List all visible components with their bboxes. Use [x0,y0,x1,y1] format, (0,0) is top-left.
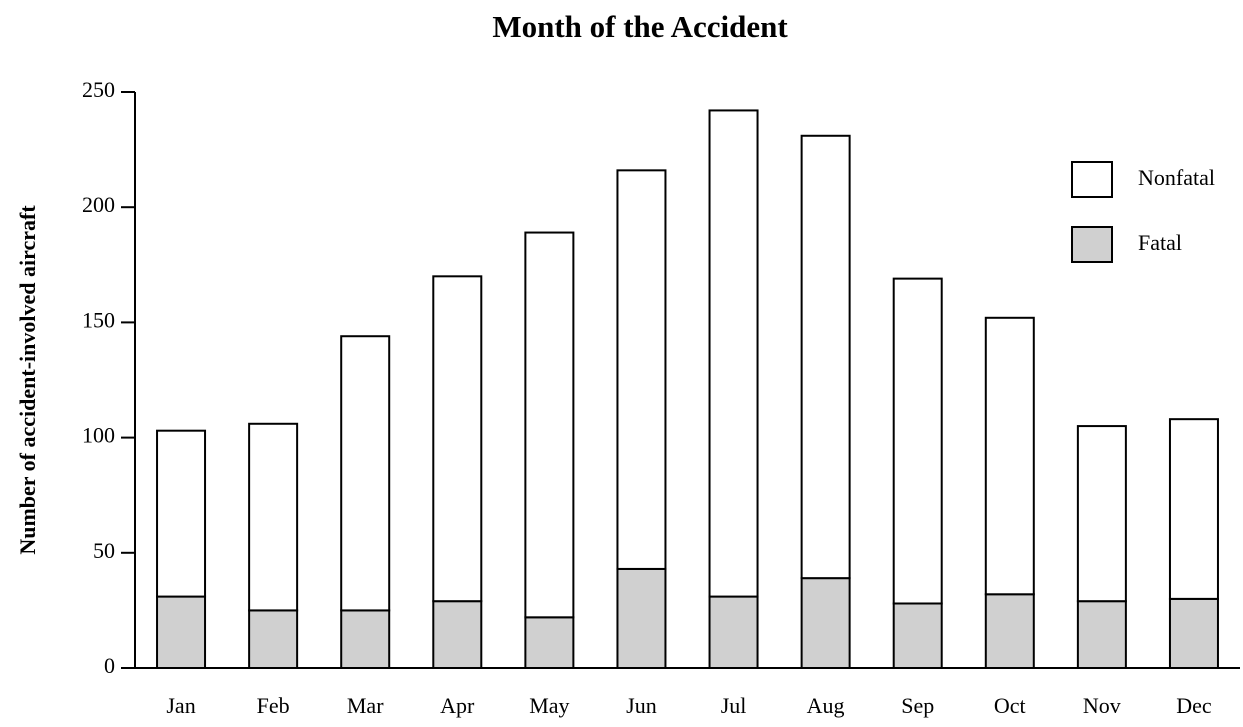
y-axis-label: Number of accident-involved aircraft [15,205,40,555]
bar-segment [708,109,759,598]
x-tick-label: Dec [1176,693,1212,718]
x-tick-label: Oct [994,693,1026,718]
bar-segment [800,134,851,580]
legend-label: Fatal [1138,230,1182,255]
x-tick-label: Apr [440,693,475,718]
legend-label: Nonfatal [1138,165,1215,190]
y-tick-label: 150 [82,307,115,332]
bar-segment [1076,425,1127,603]
x-tick-label: Aug [807,693,845,718]
x-tick-label: May [529,693,569,718]
y-tick-label: 100 [82,423,115,448]
bar-segment [248,609,299,670]
x-tick-label: Jun [626,693,657,718]
bar-segment [1076,600,1127,670]
chart-title: Month of the Accident [492,9,788,44]
bar-segment [1168,597,1219,670]
bar-segment [248,422,299,612]
x-tick-label: Sep [901,693,934,718]
bar-segment [340,609,391,670]
x-tick-label: Jan [166,693,195,718]
x-tick-label: Feb [257,693,290,718]
bar-segment [432,600,483,670]
y-tick-label: 250 [82,77,115,102]
y-tick-label: 0 [104,653,115,678]
bar-segment [340,335,391,612]
x-tick-label: Mar [347,693,384,718]
bar-segment [524,231,575,619]
x-tick-label: Nov [1083,693,1121,718]
legend-swatch [1071,226,1113,263]
legend-swatch [1071,161,1113,198]
bar-segment [892,277,943,605]
bar-segment [708,595,759,669]
bar-segment [432,275,483,603]
y-tick-label: 200 [82,192,115,217]
bar-segment [984,593,1035,669]
bar-segment [156,429,207,598]
x-tick-label: Jul [721,693,747,718]
bar-segment [800,577,851,669]
bar-segment [984,316,1035,596]
y-tick-label: 50 [93,538,115,563]
bar-segment [616,169,667,570]
bar-segment [524,616,575,670]
bar-segment [1168,418,1219,600]
bar-segment [892,602,943,669]
bar-segment [616,567,667,669]
bar-segment [156,595,207,669]
